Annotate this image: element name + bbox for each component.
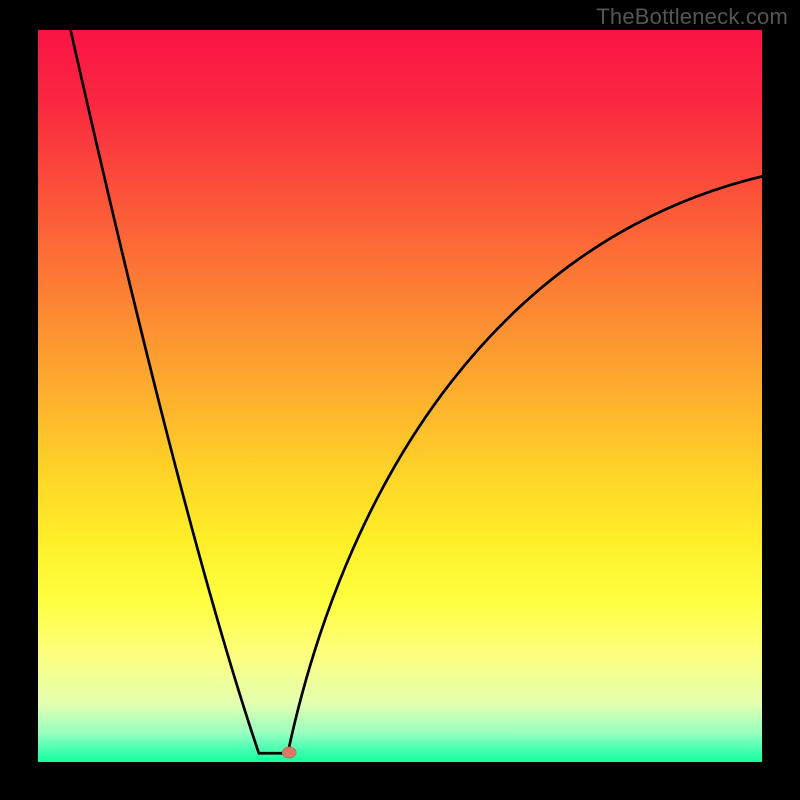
plot-gradient-background [38,30,762,762]
optimal-point-marker [282,747,296,758]
bottleneck-chart-svg [0,0,800,800]
chart-container: TheBottleneck.com [0,0,800,800]
watermark-text: TheBottleneck.com [596,4,788,30]
